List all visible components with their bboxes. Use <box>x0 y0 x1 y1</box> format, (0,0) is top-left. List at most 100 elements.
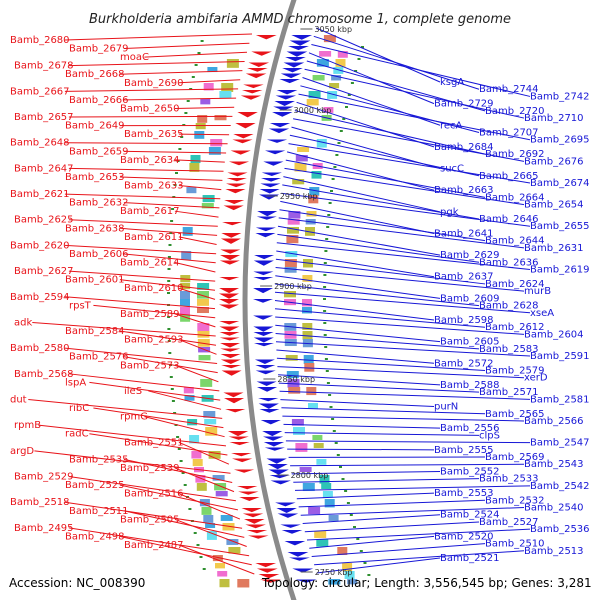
right-leader-line <box>275 324 441 343</box>
tick-dot <box>336 454 340 456</box>
forward-gene-arrow <box>258 574 280 579</box>
cog-category-box <box>344 571 355 579</box>
cog-category-box <box>286 371 299 379</box>
reverse-gene-arrow <box>259 189 280 194</box>
cog-category-box <box>302 307 312 314</box>
cog-category-box <box>308 91 321 99</box>
forward-gene-arrow <box>237 486 258 490</box>
right-gene-label: Bamb_2636 <box>479 257 539 268</box>
left-gene-label: Bamb_2633 <box>124 181 184 192</box>
forward-gene-arrow <box>255 35 277 40</box>
right-gene-label: Bamb_2579 <box>485 365 545 376</box>
cog-category-box <box>197 299 209 306</box>
cog-category-box <box>186 187 197 194</box>
reverse-gene-arrow <box>286 51 308 57</box>
reverse-gene-arrow <box>276 90 298 95</box>
right-gene-label: Bamb_2581 <box>530 394 590 405</box>
tick-dot <box>167 268 171 270</box>
right-leader-line <box>280 200 435 234</box>
reverse-gene-arrow <box>254 359 275 364</box>
tick-dot <box>363 562 367 564</box>
forward-gene-arrow <box>255 563 277 568</box>
right-leader-line <box>311 44 531 97</box>
right-gene-label: murB <box>524 286 551 297</box>
left-leader-line <box>64 142 228 145</box>
reverse-gene-arrow <box>259 194 280 200</box>
cog-category-box <box>308 403 318 409</box>
forward-gene-arrow <box>223 392 244 398</box>
cog-category-box <box>306 99 319 106</box>
reverse-gene-arrow <box>289 40 311 46</box>
right-gene-label: Bamb_2624 <box>485 279 545 290</box>
right-gene-label: xerD <box>524 373 548 384</box>
left-leader-line <box>64 244 217 255</box>
left-gene-label: dut <box>10 394 27 405</box>
left-gene-label: rpsT <box>69 300 92 311</box>
cog-category-box <box>285 355 298 361</box>
left-leader-line <box>64 193 221 200</box>
reverse-gene-arrow <box>281 530 303 534</box>
tick-dot <box>168 244 172 246</box>
forward-gene-arrow <box>219 260 240 265</box>
reverse-gene-arrow <box>255 233 276 238</box>
forward-gene-arrow <box>256 568 278 573</box>
tick-dot <box>194 64 198 66</box>
reverse-gene-arrow <box>283 62 305 68</box>
forward-gene-arrow <box>226 178 247 182</box>
reverse-gene-arrow <box>254 343 274 347</box>
right-gene-label: sucC <box>440 164 464 175</box>
right-leader-line <box>311 543 486 557</box>
right-gene-label: Bamb_2527 <box>479 517 539 528</box>
cog-category-box <box>195 475 206 483</box>
tick-dot <box>323 310 327 312</box>
right-gene-label: Bamb_2569 <box>485 452 545 463</box>
tick-dot <box>186 100 190 102</box>
tick-dot <box>181 472 185 474</box>
left-leader-line <box>148 390 222 410</box>
forward-gene-arrow <box>225 409 246 413</box>
right-leader-line <box>294 485 531 491</box>
cog-category-box <box>197 115 208 123</box>
tick-dot <box>188 508 192 510</box>
left-gene-label: Bamb_2680 <box>10 35 70 46</box>
cog-category-box <box>342 563 353 571</box>
forward-gene-arrow <box>230 150 251 155</box>
left-gene-label: Bamb_2649 <box>65 121 125 132</box>
left-leader-line <box>68 219 218 227</box>
cog-category-box <box>215 563 225 569</box>
left-leader-line <box>178 441 230 465</box>
left-leader-line <box>123 97 237 101</box>
tick-dot <box>167 280 171 282</box>
left-leader-line <box>38 424 227 447</box>
right-leader-line <box>276 349 435 364</box>
cog-category-box <box>324 499 335 508</box>
left-leader-line <box>119 227 218 236</box>
cog-category-box <box>187 419 198 426</box>
cog-category-box <box>337 51 348 58</box>
tick-dot <box>189 88 193 90</box>
tick-dot <box>176 436 180 438</box>
reverse-gene-arrow <box>285 57 306 62</box>
left-leader-line <box>32 321 216 337</box>
right-gene-label: Bamb_2676 <box>524 156 584 167</box>
right-gene-label: Bamb_2729 <box>434 99 494 110</box>
forward-gene-arrow <box>224 398 245 404</box>
tick-dot <box>330 190 333 192</box>
right-leader-line <box>275 267 525 292</box>
cog-category-box <box>292 179 305 185</box>
right-leader-line <box>274 300 435 321</box>
forward-gene-arrow <box>248 535 269 539</box>
tick-dot <box>350 82 354 84</box>
cog-category-box <box>196 483 207 491</box>
tick-dot <box>349 514 353 516</box>
cog-category-box <box>291 419 304 426</box>
reverse-gene-arrow <box>253 299 273 303</box>
cog-category-box <box>181 251 192 260</box>
left-gene-label: moaC <box>120 52 149 63</box>
left-leader-line <box>178 133 230 136</box>
forward-gene-arrow <box>237 112 258 118</box>
left-gene-label: Bamb_2657 <box>14 112 74 123</box>
cog-category-box <box>321 483 332 490</box>
forward-gene-arrow <box>219 321 240 325</box>
right-leader-line <box>276 357 486 371</box>
